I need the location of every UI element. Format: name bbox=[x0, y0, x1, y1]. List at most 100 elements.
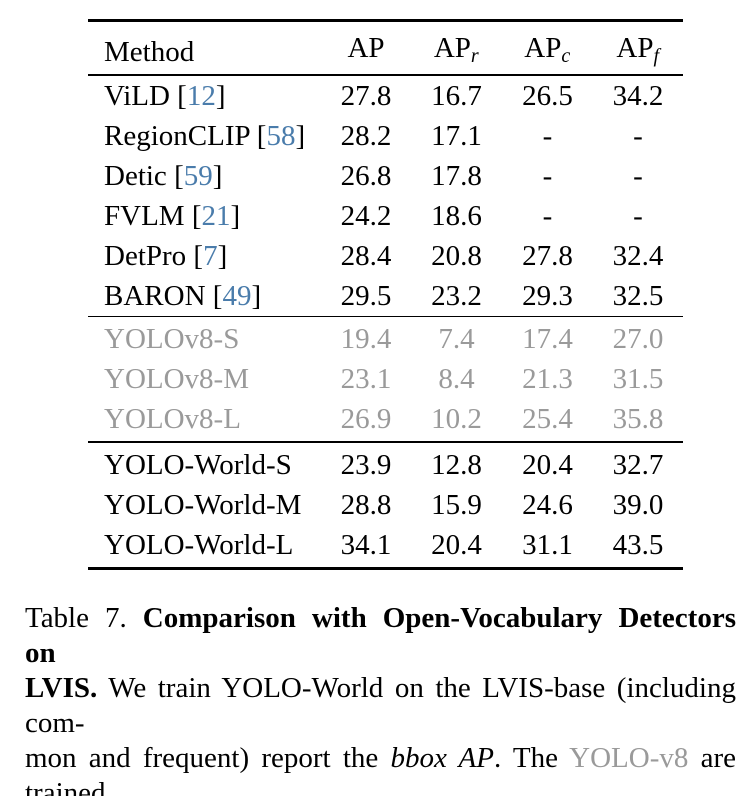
column-header-ap-rare-sub: r bbox=[470, 45, 480, 67]
table-rule-header bbox=[88, 74, 683, 76]
caption-segment: bbox AP bbox=[390, 742, 494, 774]
citation-bracket-close: ] bbox=[215, 79, 226, 112]
citation-bracket-open: [ bbox=[186, 239, 204, 272]
citation-link[interactable]: 12 bbox=[186, 79, 216, 112]
citation-bracket-close: ] bbox=[230, 199, 241, 232]
method-cell: YOLO-World-L bbox=[88, 525, 321, 565]
metric-cell: 20.4 bbox=[522, 448, 573, 481]
metric-cell: 28.8 bbox=[340, 488, 392, 521]
column-header-ap: AP bbox=[321, 22, 411, 82]
yolov8-reference: YOLO-v8 bbox=[569, 742, 689, 774]
citation-bracket-close: ] bbox=[217, 239, 228, 272]
table-body: ViLD [12] 27.8 16.7 26.5 34.2 RegionCLIP [58]… bbox=[88, 76, 683, 567]
caption-segment: . The bbox=[493, 742, 570, 774]
metric-cell: 20.8 bbox=[431, 239, 482, 272]
citation-bracket-close: ] bbox=[251, 279, 262, 312]
method-cell: YOLOv8-M bbox=[88, 359, 321, 399]
method-name: Detic bbox=[104, 159, 167, 192]
metric-cell: 18.6 bbox=[431, 199, 482, 232]
citation-link[interactable]: 59 bbox=[183, 159, 213, 192]
table-row: YOLOv8-S 19.4 7.4 17.4 27.0 bbox=[88, 319, 683, 359]
table-row: DetPro [7] 28.4 20.8 27.8 32.4 bbox=[88, 236, 683, 276]
citation-bracket-open: [ bbox=[205, 279, 223, 312]
metric-cell: 29.5 bbox=[340, 279, 392, 312]
metric-cell: 17.1 bbox=[431, 119, 482, 152]
metric-cell: 31.5 bbox=[612, 363, 664, 395]
method-cell: ViLD [12] bbox=[88, 76, 321, 116]
citation-link[interactable]: 7 bbox=[203, 239, 218, 272]
citation-link[interactable]: 58 bbox=[266, 119, 296, 152]
metric-cell: 39.0 bbox=[612, 488, 664, 521]
method-cell: RegionCLIP [58] bbox=[88, 116, 321, 156]
column-header-ap-common-base: AP bbox=[524, 32, 562, 64]
metric-cell: - bbox=[633, 119, 643, 152]
table-row: YOLO-World-M 28.8 15.9 24.6 39.0 bbox=[88, 485, 683, 525]
metric-cell: 26.9 bbox=[340, 403, 392, 435]
method-name: YOLO-World-M bbox=[104, 488, 302, 521]
table-row: YOLO-World-S 23.9 12.8 20.4 32.7 bbox=[88, 445, 683, 485]
metric-cell: 27.8 bbox=[522, 239, 573, 272]
metric-cell: 26.8 bbox=[340, 159, 392, 192]
method-cell: YOLOv8-L bbox=[88, 399, 321, 439]
column-header-ap-frequent-sub: f bbox=[653, 45, 660, 67]
method-cell: DetPro [7] bbox=[88, 236, 321, 276]
citation-bracket-close: ] bbox=[212, 159, 223, 192]
table-section: YOLOv8-S 19.4 7.4 17.4 27.0 YOLOv8-M 23.1 8.4 21… bbox=[88, 317, 683, 441]
table-row: ViLD [12] 27.8 16.7 26.5 34.2 bbox=[88, 76, 683, 116]
column-header-ap-common-sub: c bbox=[561, 45, 571, 67]
metric-cell: 27.0 bbox=[612, 323, 664, 355]
column-header-ap-rare-base: AP bbox=[433, 32, 471, 64]
table-rule-top bbox=[88, 19, 683, 22]
citation-link[interactable]: 49 bbox=[222, 279, 252, 312]
metric-cell: 32.7 bbox=[612, 448, 664, 481]
method-name: YOLOv8-M bbox=[104, 363, 249, 395]
caption-segment: Comparison with Open-Vocabulary Detector… bbox=[25, 602, 736, 669]
method-name: YOLOv8-S bbox=[104, 323, 240, 355]
caption-segment: We train YOLO-World on the LVIS-base (in… bbox=[25, 672, 736, 739]
metric-cell: 17.8 bbox=[431, 159, 482, 192]
method-name: FVLM bbox=[104, 199, 185, 232]
table-row: YOLOv8-M 23.1 8.4 21.3 31.5 bbox=[88, 359, 683, 399]
method-cell: BARON [49] bbox=[88, 276, 321, 316]
method-cell: FVLM [21] bbox=[88, 196, 321, 236]
metric-cell: 35.8 bbox=[612, 403, 664, 435]
method-name: YOLO-World-S bbox=[104, 448, 292, 481]
metric-cell: 26.5 bbox=[522, 79, 573, 112]
metric-cell: 34.2 bbox=[612, 79, 664, 112]
column-header-ap-base: AP bbox=[347, 32, 385, 64]
column-header-method: Method bbox=[104, 36, 195, 68]
method-cell: Detic [59] bbox=[88, 156, 321, 196]
method-name: ViLD bbox=[104, 79, 170, 112]
metric-cell: - bbox=[542, 199, 553, 232]
table-row: Detic [59] 26.8 17.8 - - bbox=[88, 156, 683, 196]
metric-cell: - bbox=[633, 199, 643, 232]
metric-cell: 24.2 bbox=[340, 199, 392, 232]
caption-segment: LVIS. bbox=[25, 672, 98, 704]
metric-cell: - bbox=[542, 119, 553, 152]
table-row: FVLM [21] 24.2 18.6 - - bbox=[88, 196, 683, 236]
method-cell: YOLO-World-S bbox=[88, 445, 321, 485]
metric-cell: 23.1 bbox=[340, 363, 392, 395]
citation-link[interactable]: 21 bbox=[201, 199, 231, 232]
metric-cell: - bbox=[633, 159, 643, 192]
citation-bracket-open: [ bbox=[166, 159, 184, 192]
table-caption: Table 7. Comparison with Open-Vocabulary … bbox=[25, 601, 736, 796]
metric-cell: 23.2 bbox=[431, 279, 482, 312]
metric-cell: 17.4 bbox=[522, 323, 573, 355]
table-section: YOLO-World-S 23.9 12.8 20.4 32.7 YOLO-World-M… bbox=[88, 443, 683, 567]
method-cell: YOLO-World-M bbox=[88, 485, 321, 525]
metric-cell: 25.4 bbox=[522, 403, 573, 435]
method-name: RegionCLIP bbox=[104, 119, 250, 152]
metric-cell: 7.4 bbox=[438, 323, 475, 355]
metric-cell: 12.8 bbox=[431, 448, 482, 481]
metric-cell: 43.5 bbox=[612, 528, 664, 561]
caption-line: LVIS. We train YOLO-World on the LVIS-ba… bbox=[25, 671, 736, 741]
table-row: RegionCLIP [58] 28.2 17.1 - - bbox=[88, 116, 683, 156]
method-name: DetPro bbox=[104, 239, 187, 272]
table-rule-section bbox=[88, 441, 683, 443]
metric-cell: 31.1 bbox=[522, 528, 573, 561]
metric-cell: 28.4 bbox=[340, 239, 392, 272]
table-row: YOLO-World-L 34.1 20.4 31.1 43.5 bbox=[88, 525, 683, 565]
metric-cell: - bbox=[542, 159, 553, 192]
method-cell: YOLOv8-S bbox=[88, 319, 321, 359]
